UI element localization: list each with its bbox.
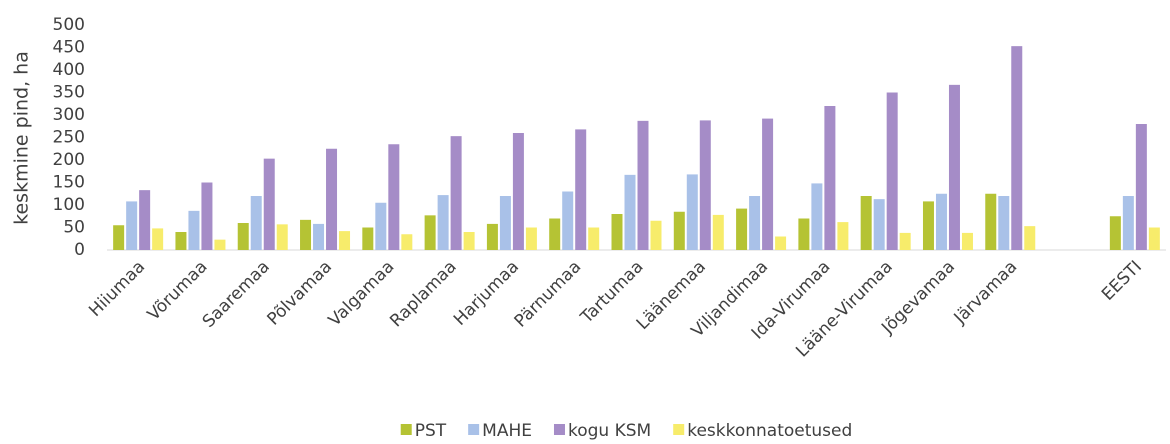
bar bbox=[175, 232, 187, 250]
bar bbox=[1024, 226, 1036, 250]
legend-label: keskkonnatoetused bbox=[687, 421, 852, 441]
bar bbox=[276, 224, 288, 250]
y-tick-label: 150 bbox=[53, 173, 85, 193]
y-tick-label: 100 bbox=[53, 195, 85, 215]
bar bbox=[1011, 46, 1023, 251]
bar bbox=[935, 193, 947, 250]
bar bbox=[1148, 227, 1160, 250]
y-tick-label: 200 bbox=[53, 150, 85, 170]
bar bbox=[886, 92, 898, 250]
bar bbox=[798, 218, 810, 250]
y-tick-label: 500 bbox=[53, 15, 85, 35]
bar bbox=[313, 223, 325, 250]
bar bbox=[948, 84, 960, 250]
bar bbox=[437, 195, 449, 250]
bar bbox=[961, 232, 973, 250]
bar bbox=[998, 196, 1010, 250]
bar bbox=[712, 214, 724, 250]
y-tick-label: 50 bbox=[63, 218, 85, 238]
bar bbox=[512, 133, 524, 250]
bar bbox=[985, 193, 997, 250]
bar bbox=[188, 210, 200, 250]
bar bbox=[263, 158, 275, 250]
bar bbox=[1122, 196, 1134, 250]
bar bbox=[588, 227, 600, 250]
bar bbox=[775, 236, 787, 250]
bar bbox=[201, 182, 213, 250]
bar bbox=[139, 190, 151, 250]
y-tick-label: 0 bbox=[74, 240, 85, 260]
bar bbox=[637, 120, 649, 250]
bar bbox=[749, 196, 761, 250]
bar bbox=[624, 174, 636, 250]
legend-label: MAHE bbox=[482, 421, 532, 441]
bar bbox=[611, 214, 623, 250]
bar bbox=[873, 199, 885, 250]
bar bbox=[860, 196, 872, 250]
bar bbox=[650, 220, 662, 250]
legend-swatch bbox=[468, 424, 480, 435]
bar bbox=[250, 196, 262, 250]
bar bbox=[463, 232, 475, 250]
x-tick-label: Põlvamaa bbox=[264, 257, 337, 330]
bar bbox=[525, 227, 537, 250]
bar bbox=[1109, 216, 1121, 250]
y-tick-label: 400 bbox=[53, 60, 85, 80]
bar bbox=[824, 106, 836, 250]
x-tick-label: EESTI bbox=[1098, 257, 1146, 305]
bar bbox=[736, 208, 748, 250]
legend-label: PST bbox=[415, 421, 447, 441]
legend-swatch bbox=[553, 424, 565, 435]
bar bbox=[762, 118, 774, 250]
x-tick-label: Pärnumaa bbox=[511, 257, 586, 332]
bar bbox=[401, 234, 413, 250]
y-tick-label: 350 bbox=[53, 83, 85, 103]
bar bbox=[450, 136, 462, 250]
bar bbox=[562, 191, 574, 250]
x-tick-label: Järvamaa bbox=[950, 257, 1022, 329]
legend-swatch bbox=[673, 424, 685, 435]
x-tick-label: Saaremaa bbox=[199, 257, 274, 332]
bar bbox=[362, 227, 374, 250]
y-axis-title: keskmine pind, ha bbox=[11, 51, 33, 225]
bar bbox=[237, 223, 249, 250]
bar bbox=[339, 231, 351, 250]
bar bbox=[152, 228, 164, 250]
bar bbox=[686, 174, 698, 250]
x-tick-label: Hiiumaa bbox=[85, 257, 149, 321]
bar bbox=[424, 215, 436, 250]
bar bbox=[549, 218, 561, 250]
bar bbox=[673, 211, 685, 250]
bar bbox=[837, 222, 849, 250]
bar bbox=[113, 225, 125, 250]
y-tick-label: 450 bbox=[53, 38, 85, 58]
bar bbox=[375, 202, 387, 250]
bar bbox=[388, 144, 400, 250]
bar bbox=[326, 148, 338, 250]
legend: PST MAHE kogu KSM keskkonnatoetused bbox=[400, 421, 852, 441]
bar bbox=[300, 219, 312, 250]
bar bbox=[499, 196, 511, 250]
bar bbox=[575, 129, 587, 250]
y-tick-label: 250 bbox=[53, 128, 85, 148]
legend-label: kogu KSM bbox=[568, 421, 651, 441]
bar bbox=[214, 239, 226, 250]
y-tick-label: 300 bbox=[53, 105, 85, 125]
bar bbox=[899, 232, 911, 250]
legend-swatch bbox=[400, 424, 412, 435]
bar bbox=[1135, 124, 1147, 250]
bar bbox=[699, 120, 711, 251]
bar bbox=[811, 183, 823, 250]
x-tick-label: Raplamaa bbox=[386, 257, 460, 331]
bar bbox=[486, 223, 498, 250]
bar bbox=[922, 201, 934, 250]
bar bbox=[126, 201, 138, 250]
